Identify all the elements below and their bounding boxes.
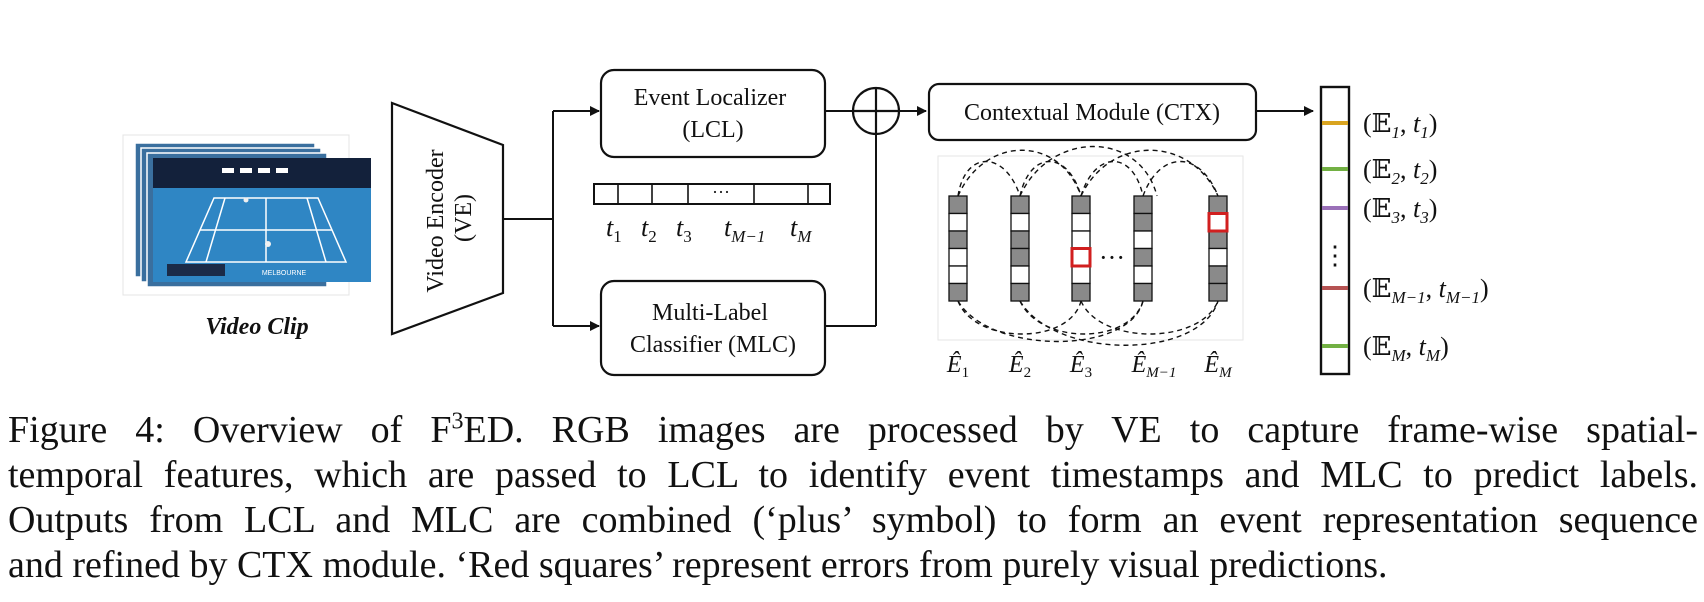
event-label-3: Ê3	[1069, 352, 1092, 381]
output-vdots: ⋮	[1322, 241, 1348, 270]
ctx-label: Contextual Module (CTX)	[964, 100, 1220, 126]
sequence-column-4	[1133, 195, 1153, 302]
caption-line-2: temporal features, which are passed to L…	[8, 454, 1698, 496]
sequence-column-5	[1207, 195, 1229, 302]
output-label-5: (𝔼M, tM)	[1363, 332, 1449, 365]
sequence-cell	[1071, 212, 1091, 232]
timestamp-label-2: t2	[641, 213, 657, 246]
output-ticks	[1322, 121, 1348, 348]
timestamp-label-1: t1	[606, 213, 622, 246]
event-label-m: ÊM	[1203, 352, 1233, 381]
sequence-cell	[1208, 282, 1228, 302]
sequence-cell	[1010, 247, 1030, 267]
caption-line-3: Outputs from LCL and MLC are combined (‘…	[8, 499, 1698, 541]
sequence-cell	[1010, 212, 1030, 232]
video-frame-front: MELBOURNE	[153, 158, 371, 282]
sequence-cell	[1010, 282, 1030, 302]
svg-text:Event Localizer (LCL): Event Localizer (LCL)	[634, 85, 793, 143]
timestamp-label-m: tM	[790, 213, 812, 246]
sequence-cell	[1133, 212, 1153, 232]
caption-line-4: and refined by CTX module. ‘Red squares’…	[8, 544, 1388, 586]
sequence-cell	[1133, 265, 1153, 285]
event-label-1: Ê1	[946, 352, 969, 381]
mlc-line1: Multi-Label	[652, 300, 768, 326]
figure-caption: Figure 4: Overview of F3ED. RGB images a…	[8, 408, 1698, 588]
timestamp-ellipsis: ···	[712, 182, 730, 202]
sequence-cell	[1133, 247, 1153, 267]
sequence-ellipsis: ···	[1099, 243, 1125, 272]
player-far	[243, 197, 249, 203]
svg-text:Multi-Label Classifier (: Multi-Label Classifier (MLC)	[630, 300, 796, 358]
error-square	[1070, 247, 1092, 268]
sequence-cell	[948, 212, 968, 232]
event-localizer-box: Event Localizer (LCL)	[599, 68, 827, 159]
sequence-column-2	[1010, 195, 1030, 302]
scoreboard-text: MELBOURNE	[262, 270, 307, 277]
output-label-3: (𝔼3, t3)	[1363, 194, 1437, 227]
caption-line-1: Figure 4: Overview of F3ED. RGB images a…	[8, 408, 1698, 451]
sequence-cell	[1133, 282, 1153, 302]
mlc-box: Multi-Label Classifier (MLC)	[599, 279, 827, 377]
dashed-arcs	[957, 145, 1219, 346]
plus-symbol	[851, 86, 901, 136]
output-label-4: (𝔼M−1, tM−1)	[1363, 274, 1489, 307]
tennis-court	[184, 197, 348, 263]
sequence-cell	[1133, 230, 1153, 250]
output-label-2: (𝔼2, t2)	[1363, 155, 1437, 188]
sequence-cell	[1208, 247, 1228, 267]
sequence-cell	[1071, 195, 1091, 215]
timestamp-strip: ··· t1 t2 t3 tM−1 tM	[593, 182, 831, 246]
event-localizer-line1: Event Localizer	[634, 85, 787, 111]
ctx-box: Contextual Module (CTX)	[927, 82, 1258, 142]
sequence-cell	[1133, 195, 1153, 215]
video-clip: MELBOURNE Video Clip	[122, 134, 371, 340]
sequence-cell	[1010, 195, 1030, 215]
output-bar: ⋮ (𝔼1, t1) (𝔼2, t2) (𝔼3, t3) (𝔼M−1, tM−1) (𝔼…	[1319, 85, 1489, 376]
sequence-columns	[948, 195, 1229, 302]
combine-connectors	[825, 106, 927, 327]
sequence-cell	[1010, 265, 1030, 285]
sequence-column-3	[1070, 195, 1092, 302]
sequence-cell	[1010, 230, 1030, 250]
event-label-2: Ê2	[1008, 352, 1031, 381]
video-encoder-line1: Video Encoder	[423, 149, 449, 292]
sequence-column-1	[948, 195, 968, 302]
video-encoder-line2: (VE)	[451, 194, 477, 242]
video-clip-label: Video Clip	[205, 314, 308, 340]
sequence-cell	[948, 247, 968, 267]
encoder-connectors	[503, 106, 600, 331]
sequence-cell	[1071, 265, 1091, 285]
video-encoder-label: Video Encoder (VE)	[423, 143, 477, 292]
sequence-cell	[1208, 265, 1228, 285]
sequence-cell	[1071, 230, 1091, 250]
overview-diagram: MELBOURNE Video Clip Video Encoder (VE) …	[122, 68, 1489, 381]
sequence-cell	[948, 195, 968, 215]
output-label-1: (𝔼1, t1)	[1363, 109, 1437, 142]
timestamp-label-3: t3	[676, 213, 692, 246]
event-localizer-line2: (LCL)	[682, 117, 743, 143]
sponsor-banners	[222, 168, 288, 173]
sequence-cell	[1208, 230, 1228, 250]
mlc-line2: Classifier (MLC)	[630, 332, 796, 358]
player-near	[265, 241, 271, 247]
sequence-cell	[1071, 282, 1091, 302]
sequence-panel: ··· Ê1 Ê2 Ê3 ÊM−1 ÊM	[937, 145, 1244, 381]
error-square	[1207, 212, 1229, 233]
event-label-m1: ÊM−1	[1131, 352, 1177, 381]
sequence-cell	[948, 282, 968, 302]
sequence-cell	[948, 230, 968, 250]
timestamp-label-m1: tM−1	[724, 213, 765, 246]
video-encoder: Video Encoder (VE)	[390, 101, 505, 336]
sequence-cell	[1208, 195, 1228, 215]
sequence-cell	[948, 265, 968, 285]
scoreboard	[167, 264, 225, 276]
